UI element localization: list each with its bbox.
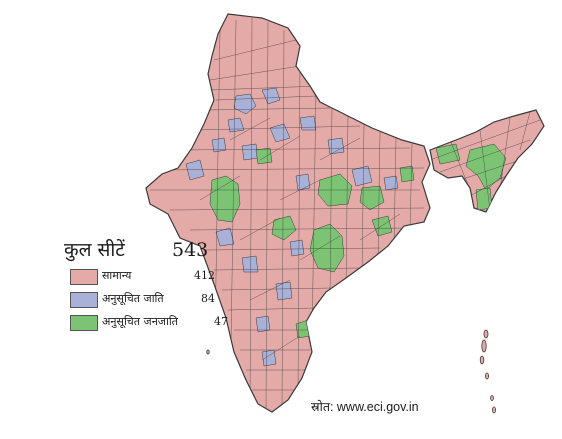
legend-swatch-scheduled-tribe bbox=[70, 315, 98, 331]
sc-constituency bbox=[255, 315, 271, 333]
sc-constituency bbox=[215, 227, 235, 247]
sc-constituency bbox=[383, 175, 399, 191]
legend-label-scheduled-caste: अनुसूचित जाति bbox=[102, 292, 164, 305]
constituency-borders bbox=[430, 111, 541, 211]
st-constituency bbox=[271, 215, 297, 241]
st-constituency bbox=[465, 143, 507, 191]
st-constituency bbox=[371, 215, 393, 237]
sc-constituency bbox=[269, 123, 291, 143]
sc-constituency bbox=[185, 159, 205, 181]
legend-row-scheduled-tribe: अनुसूचित जनजाति 47 bbox=[62, 312, 228, 335]
sc-constituency bbox=[227, 117, 245, 133]
lakshadweep-island bbox=[206, 349, 210, 355]
constituency-borders bbox=[199, 39, 401, 361]
legend-title: कुल सीटें bbox=[64, 239, 125, 261]
andaman-island bbox=[483, 329, 489, 339]
sc-constituency bbox=[211, 137, 227, 153]
nicobar-island bbox=[490, 395, 494, 401]
nicobar-island bbox=[484, 372, 489, 380]
legend-title-row: कुल सीटें 543 bbox=[62, 238, 212, 266]
st-constituency bbox=[255, 147, 273, 165]
legend-total: 543 bbox=[172, 239, 209, 261]
legend-row-general: सामान्य 412 bbox=[62, 266, 215, 289]
map-body bbox=[145, 13, 545, 414]
sc-constituency bbox=[295, 173, 311, 191]
sc-constituency bbox=[261, 349, 277, 367]
legend-value-general: 412 bbox=[194, 269, 215, 282]
sc-constituency bbox=[241, 143, 259, 161]
sc-constituency bbox=[289, 239, 305, 257]
sc-constituency bbox=[299, 115, 317, 131]
legend-swatch-scheduled-caste bbox=[70, 292, 98, 308]
legend-value-scheduled-tribe: 47 bbox=[214, 315, 228, 328]
sc-constituency bbox=[327, 137, 345, 155]
constituency-borders bbox=[150, 85, 425, 391]
legend-label-general: सामान्य bbox=[102, 269, 132, 282]
legend-row-scheduled-caste: अनुसूचित जाति 84 bbox=[62, 289, 215, 312]
india-mainland bbox=[145, 13, 431, 413]
sc-constituency bbox=[241, 255, 259, 273]
constituency-borders bbox=[213, 17, 413, 411]
source-credit: स्रोत: www.eci.gov.in bbox=[311, 400, 419, 414]
andaman-island bbox=[481, 339, 487, 353]
andaman-island bbox=[479, 355, 485, 365]
legend-swatch-general bbox=[70, 269, 98, 285]
sc-constituency bbox=[275, 281, 293, 301]
st-constituency bbox=[359, 185, 385, 211]
nicobar-island bbox=[491, 406, 496, 414]
st-constituency bbox=[435, 143, 461, 165]
sc-constituency bbox=[261, 87, 281, 105]
sc-constituency bbox=[351, 165, 373, 187]
st-constituency bbox=[399, 165, 415, 183]
map-legend: कुल सीटें 543 सामान्य 412 अनुसूचित जाति … bbox=[62, 238, 228, 335]
legend-value-scheduled-caste: 84 bbox=[201, 292, 215, 305]
legend-label-scheduled-tribe: अनुसूचित जनजाति bbox=[102, 315, 178, 328]
